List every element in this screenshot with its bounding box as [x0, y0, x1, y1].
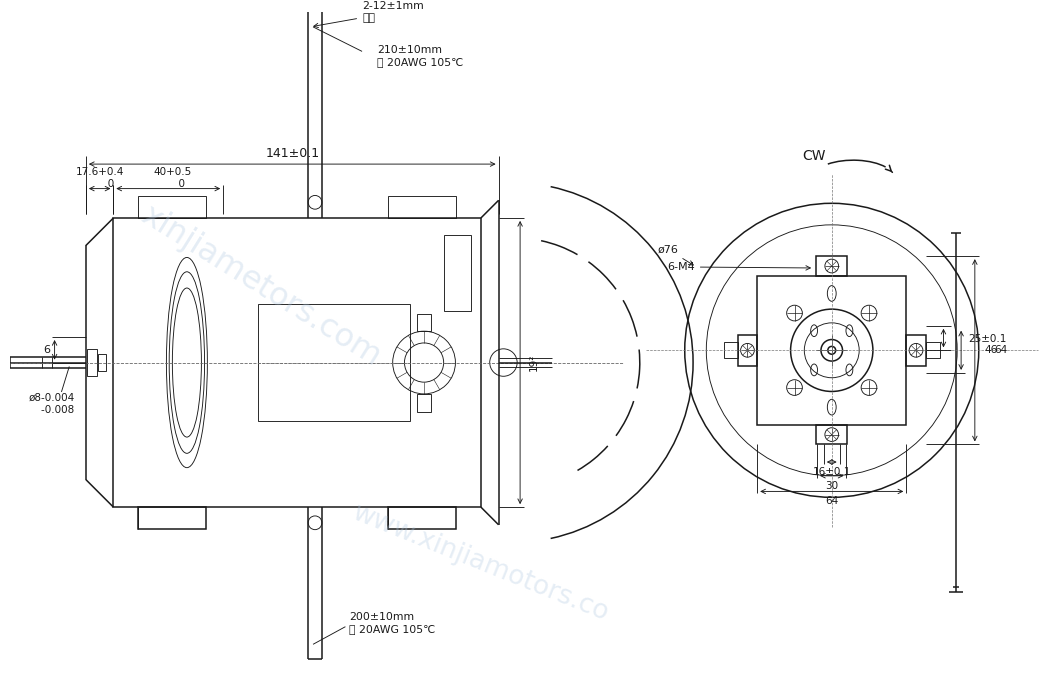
Text: 16±0.1: 16±0.1: [813, 467, 851, 477]
Bar: [417, 394, 430, 411]
Bar: [444, 235, 471, 311]
Bar: [258, 304, 411, 422]
Text: 6-M4: 6-M4: [667, 262, 811, 272]
Bar: [906, 335, 926, 366]
Text: 64: 64: [825, 496, 838, 506]
Text: ø76: ø76: [657, 244, 693, 265]
Bar: [87, 349, 97, 376]
Bar: [926, 343, 940, 358]
Text: 210±10mm
红 20AWG 105℃: 210±10mm 红 20AWG 105℃: [377, 46, 463, 67]
Bar: [98, 354, 106, 371]
Bar: [138, 197, 207, 218]
Text: 2-12±1mm
引线: 2-12±1mm 引线: [314, 1, 424, 28]
Text: CW: CW: [802, 149, 826, 163]
Text: 40+0.5
      0: 40+0.5 0: [153, 167, 191, 188]
Bar: [417, 313, 430, 331]
Bar: [138, 507, 207, 528]
Text: 46: 46: [985, 345, 998, 356]
Text: 19²: 19²: [529, 354, 539, 371]
Bar: [816, 256, 847, 276]
Text: 6: 6: [43, 345, 50, 355]
Bar: [757, 276, 906, 425]
Bar: [387, 507, 457, 528]
Text: 17.6+0.4
       0: 17.6+0.4 0: [76, 167, 124, 188]
Text: xinjiametors.com: xinjiametors.com: [134, 200, 386, 373]
Text: ø8-0.004
    -0.008: ø8-0.004 -0.008: [28, 393, 75, 415]
Bar: [387, 197, 457, 218]
Text: 30: 30: [825, 481, 838, 490]
Text: 141±0.1: 141±0.1: [266, 147, 319, 160]
Text: 200±10mm
红 20AWG 105℃: 200±10mm 红 20AWG 105℃: [350, 612, 436, 634]
Text: www.xinjiamotors.co: www.xinjiamotors.co: [349, 500, 613, 626]
Bar: [723, 343, 738, 358]
Bar: [816, 425, 847, 445]
Bar: [738, 335, 757, 366]
Text: 25±0.1: 25±0.1: [968, 333, 1006, 343]
Text: 64: 64: [994, 345, 1008, 356]
Bar: [113, 218, 481, 507]
